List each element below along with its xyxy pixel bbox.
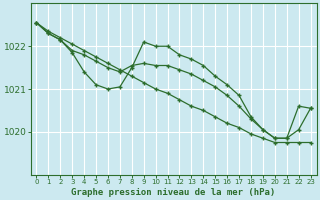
- X-axis label: Graphe pression niveau de la mer (hPa): Graphe pression niveau de la mer (hPa): [71, 188, 276, 197]
